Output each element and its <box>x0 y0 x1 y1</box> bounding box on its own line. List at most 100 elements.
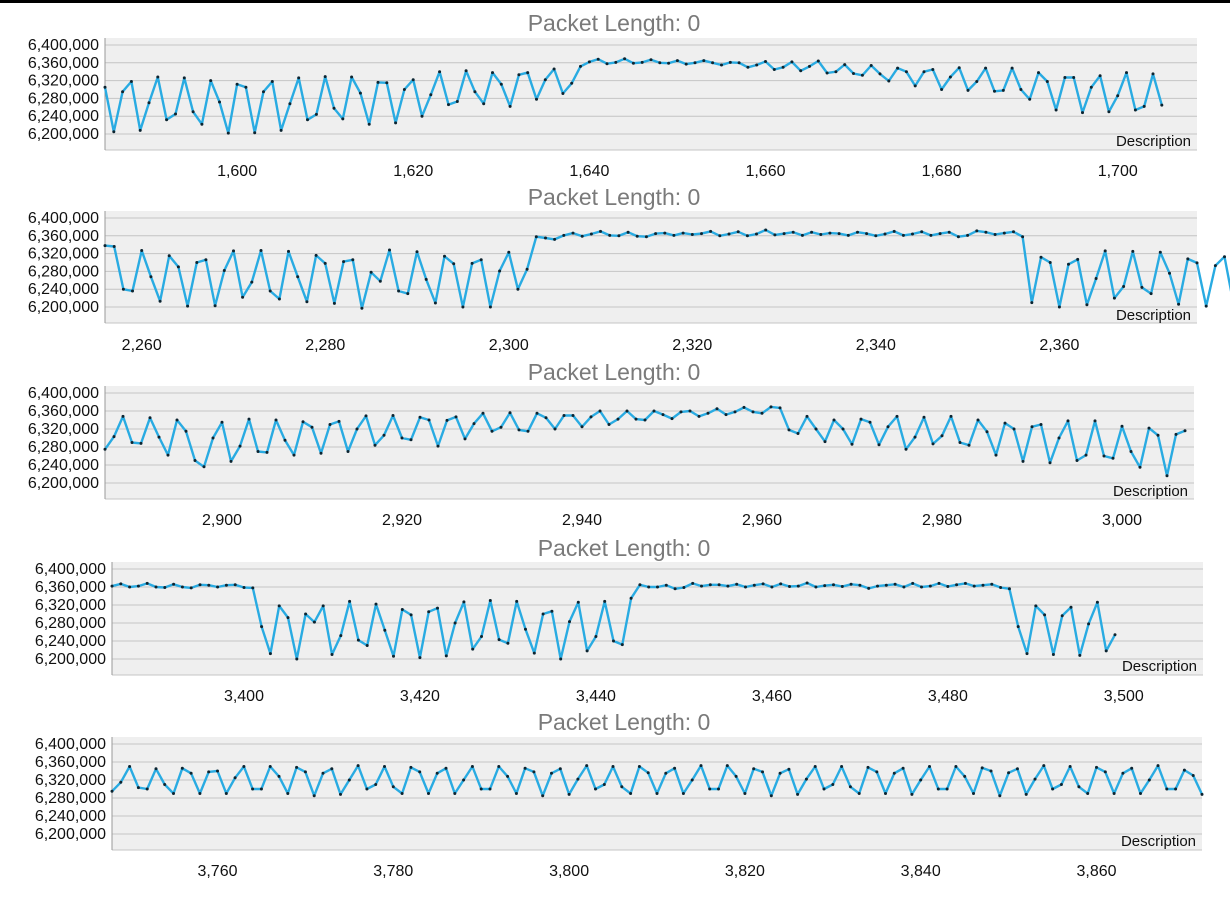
data-point <box>1084 453 1088 457</box>
data-point <box>892 229 896 233</box>
data-point <box>304 612 308 616</box>
data-point <box>328 423 332 426</box>
data-point <box>699 764 703 768</box>
data-point <box>585 649 589 653</box>
x-tick-label: 3,400 <box>224 688 264 705</box>
data-point <box>103 85 107 89</box>
data-point <box>1048 461 1052 465</box>
data-point <box>374 602 378 606</box>
data-point <box>922 70 926 74</box>
data-point <box>611 765 615 768</box>
data-point <box>1076 257 1080 261</box>
data-point <box>567 792 571 796</box>
y-tick-label: 6,360,000 <box>28 403 99 420</box>
data-point <box>644 235 648 239</box>
data-point <box>241 295 245 299</box>
data-point <box>435 771 439 775</box>
data-point <box>553 427 557 431</box>
data-point <box>1133 108 1137 112</box>
x-tick-label: 3,420 <box>400 688 440 705</box>
data-point <box>737 61 741 65</box>
data-point <box>715 407 719 411</box>
data-point <box>346 450 350 453</box>
data-point <box>843 63 847 67</box>
data-point <box>955 583 959 587</box>
data-point <box>850 442 854 446</box>
data-point <box>1012 230 1015 234</box>
data-point <box>1165 474 1169 478</box>
x-tick-label: 3,840 <box>901 863 941 880</box>
x-tick-label: 2,980 <box>922 512 962 529</box>
data-point <box>535 411 539 415</box>
data-point <box>1060 614 1064 618</box>
data-point <box>585 764 589 768</box>
data-point <box>570 81 574 85</box>
data-point <box>1142 104 1146 108</box>
data-point <box>858 583 862 587</box>
y-tick-label: 6,200,000 <box>28 299 99 316</box>
data-point <box>259 787 263 791</box>
data-point <box>355 427 359 431</box>
data-point <box>884 792 887 795</box>
data-point <box>508 104 512 108</box>
data-point <box>453 621 457 625</box>
data-point <box>1068 765 1072 768</box>
data-point <box>145 787 149 791</box>
data-point <box>283 438 287 442</box>
data-point <box>1174 787 1178 791</box>
data-point <box>787 428 791 432</box>
data-point <box>247 417 251 421</box>
data-point <box>286 792 290 795</box>
data-point <box>675 59 679 63</box>
data-point <box>1075 459 1079 462</box>
y-tick-label: 6,360,000 <box>35 579 106 596</box>
data-point <box>664 771 668 775</box>
data-point <box>688 409 692 413</box>
data-point <box>1095 765 1098 769</box>
x-tick-label: 2,280 <box>305 337 345 354</box>
data-point <box>607 423 611 426</box>
data-point <box>224 792 228 795</box>
data-point <box>517 428 521 432</box>
data-point <box>356 764 360 768</box>
data-point <box>1130 766 1134 770</box>
data-point <box>562 233 566 237</box>
data-point <box>617 234 621 238</box>
data-point <box>409 613 413 617</box>
data-point <box>1057 436 1061 440</box>
data-point <box>981 583 985 587</box>
data-point <box>796 584 800 588</box>
data-point <box>350 75 354 79</box>
data-point <box>1147 778 1151 782</box>
data-point <box>1025 652 1029 656</box>
data-point <box>782 232 786 236</box>
data-point <box>589 415 593 419</box>
data-point <box>966 233 970 237</box>
y-tick-label: 6,240,000 <box>35 808 106 825</box>
data-point <box>649 58 653 62</box>
data-point <box>339 634 343 638</box>
data-point <box>1195 261 1199 265</box>
data-point <box>400 436 404 440</box>
data-point <box>268 765 272 768</box>
data-point <box>110 789 114 793</box>
data-point <box>819 233 823 236</box>
data-point <box>383 765 386 768</box>
data-point <box>176 265 180 269</box>
data-point <box>347 778 351 782</box>
data-point <box>598 409 602 413</box>
data-point <box>1030 425 1034 429</box>
data-point <box>497 638 501 642</box>
data-point <box>312 794 316 798</box>
data-point <box>473 90 477 94</box>
data-point <box>920 585 923 589</box>
data-point <box>207 770 211 774</box>
data-point <box>831 783 835 786</box>
data-point <box>112 435 116 439</box>
data-point <box>984 66 988 70</box>
data-point <box>433 301 437 305</box>
data-point <box>553 237 557 241</box>
data-point <box>580 425 584 429</box>
data-point <box>631 61 635 65</box>
data-point <box>453 792 457 795</box>
